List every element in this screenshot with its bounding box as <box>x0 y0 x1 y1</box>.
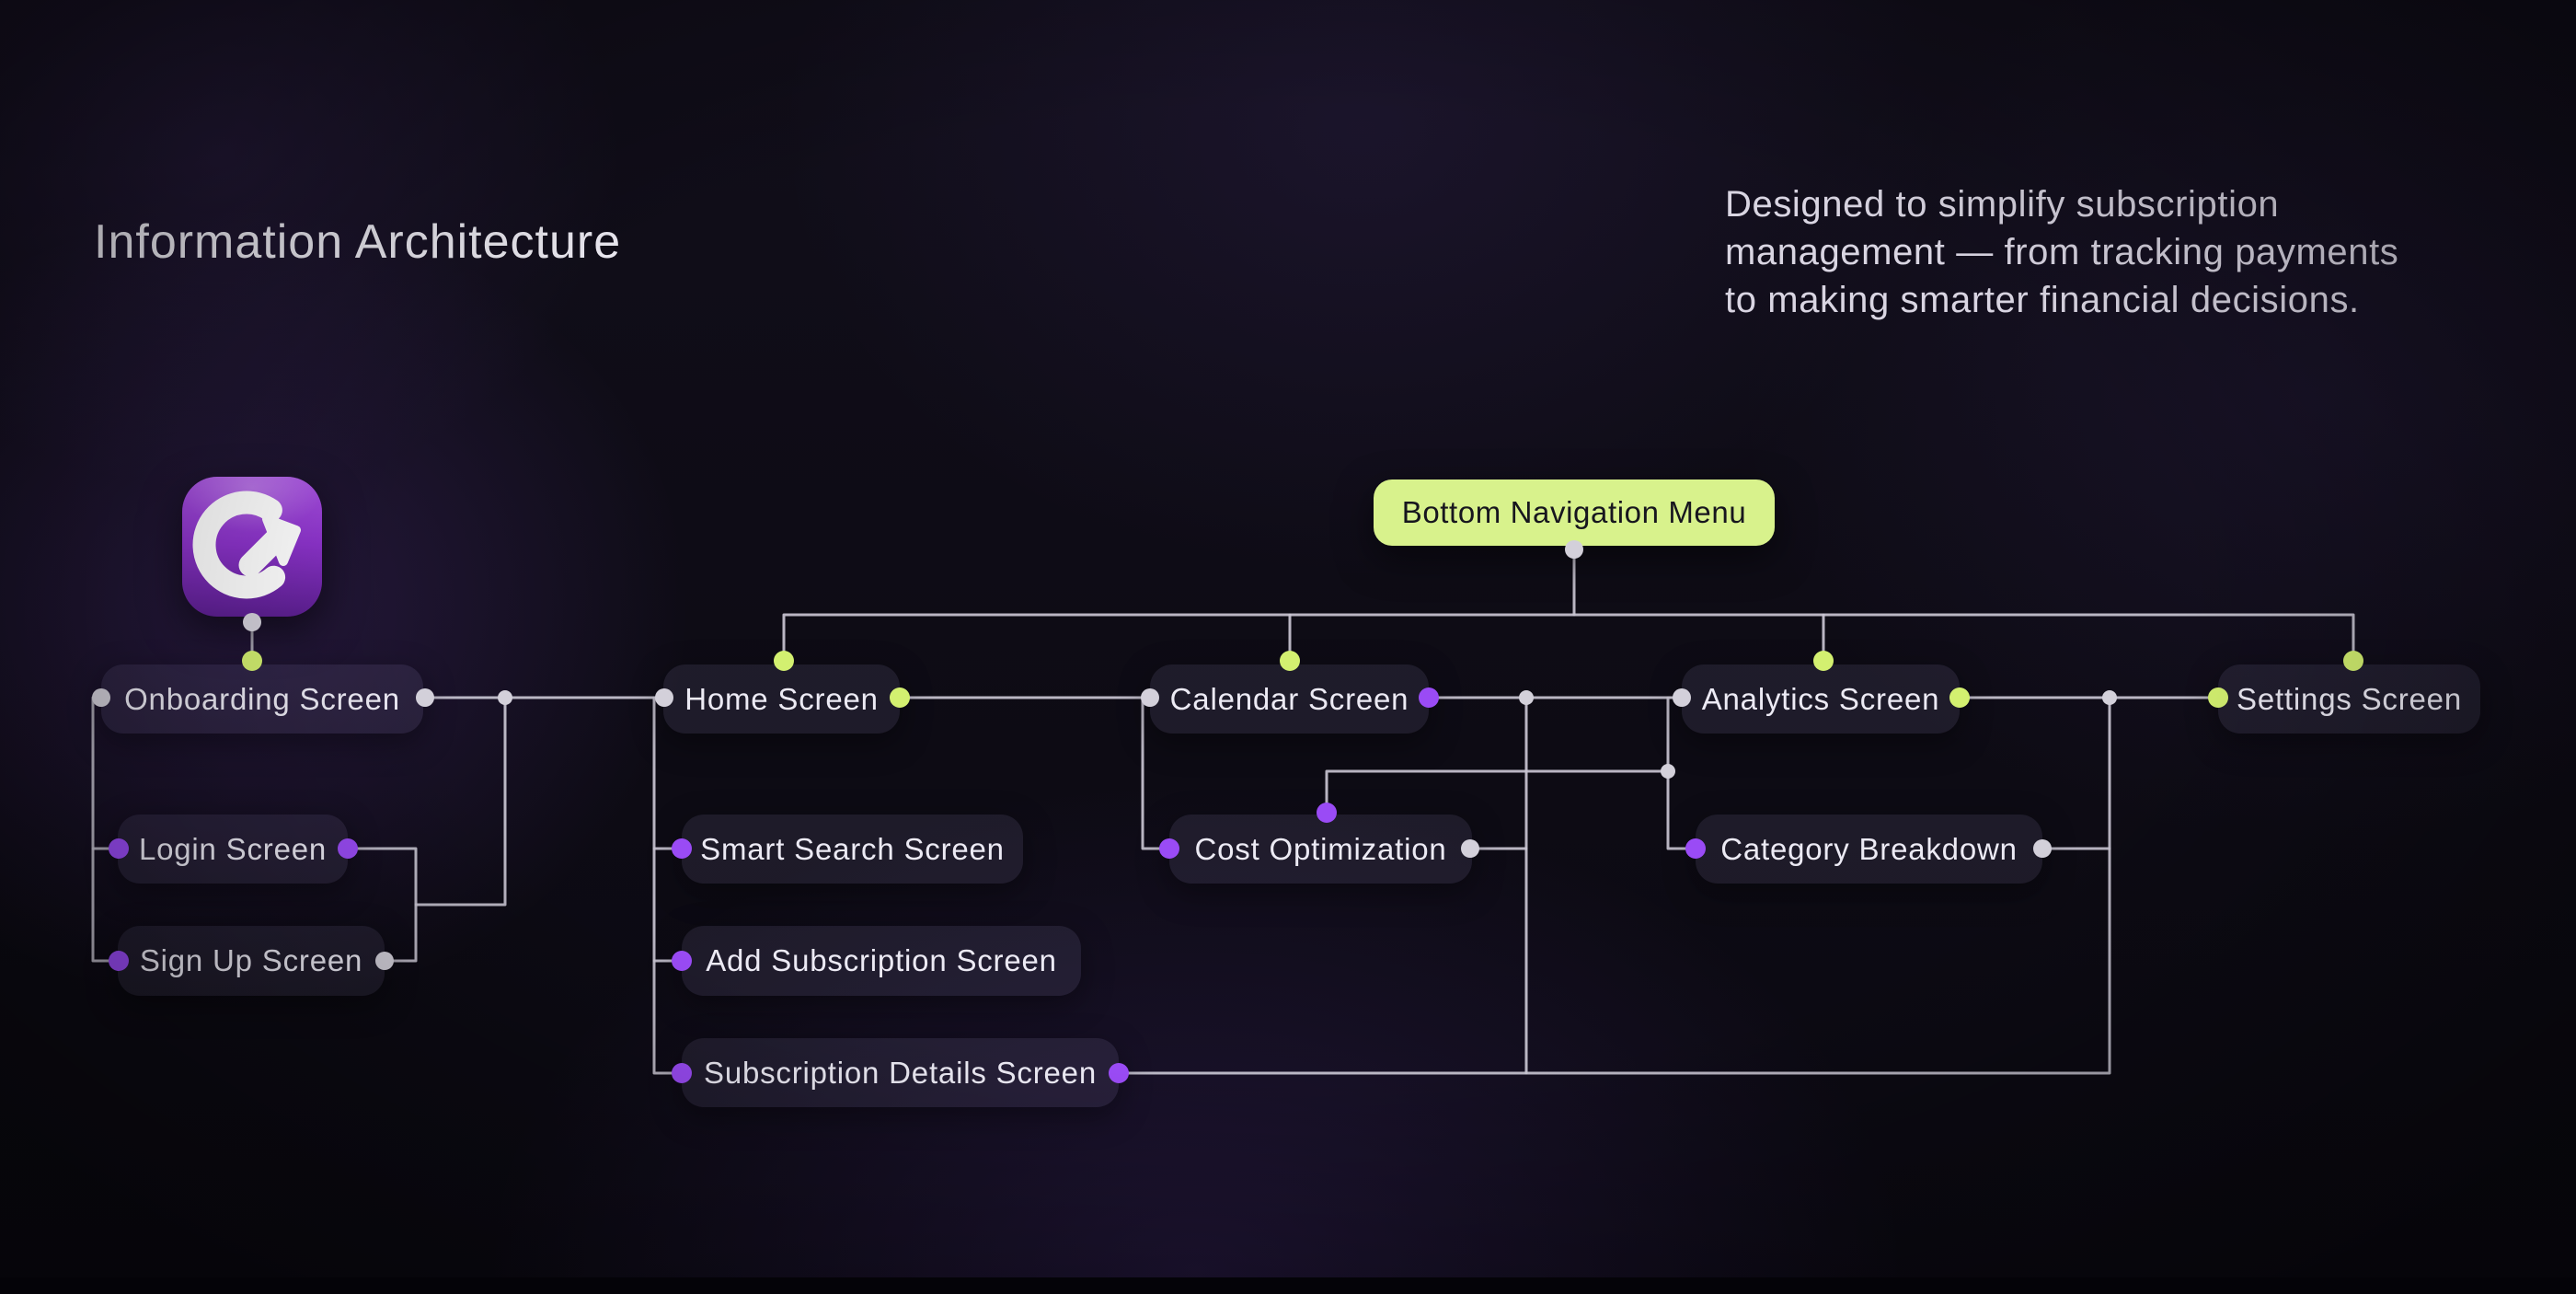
page-description-line: Designed to simplify subscription <box>1725 184 2280 225</box>
bottom-strip <box>0 1277 2576 1294</box>
node-bottom-navigation-menu[interactable]: Bottom Navigation Menu <box>1374 479 1775 546</box>
node-analytics-screen[interactable]: Analytics Screen <box>1682 664 1960 734</box>
connector-line <box>1325 769 1670 815</box>
node-subscription-details-screen[interactable]: Subscription Details Screen <box>682 1038 1119 1107</box>
page-title: Information Architecture <box>94 214 622 269</box>
connector-line <box>1117 696 2111 1075</box>
node-login-screen[interactable]: Login Screen <box>118 815 348 884</box>
node-home-screen[interactable]: Home Screen <box>663 664 900 734</box>
page-description-line: to making smarter financial decisions. <box>1725 280 2360 320</box>
page-description-line: management — from tracking payments <box>1725 232 2399 272</box>
node-onboarding-screen[interactable]: Onboarding Screen <box>101 664 423 734</box>
node-settings-screen[interactable]: Settings Screen <box>2218 664 2480 734</box>
node-smart-search-screen[interactable]: Smart Search Screen <box>682 815 1023 884</box>
circular-arrow-g-glyph <box>192 491 301 599</box>
node-cost-optimization[interactable]: Cost Optimization <box>1169 815 1472 884</box>
app-logo-icon[interactable] <box>182 477 322 617</box>
page-description: Designed to simplify subscription manage… <box>1725 180 2398 324</box>
connector-line <box>414 696 507 907</box>
node-calendar-screen[interactable]: Calendar Screen <box>1150 664 1429 734</box>
node-category-breakdown[interactable]: Category Breakdown <box>1696 815 2042 884</box>
node-sign-up-screen[interactable]: Sign Up Screen <box>118 926 385 996</box>
connector-line <box>782 613 2355 663</box>
node-add-subscription-screen[interactable]: Add Subscription Screen <box>682 926 1081 996</box>
